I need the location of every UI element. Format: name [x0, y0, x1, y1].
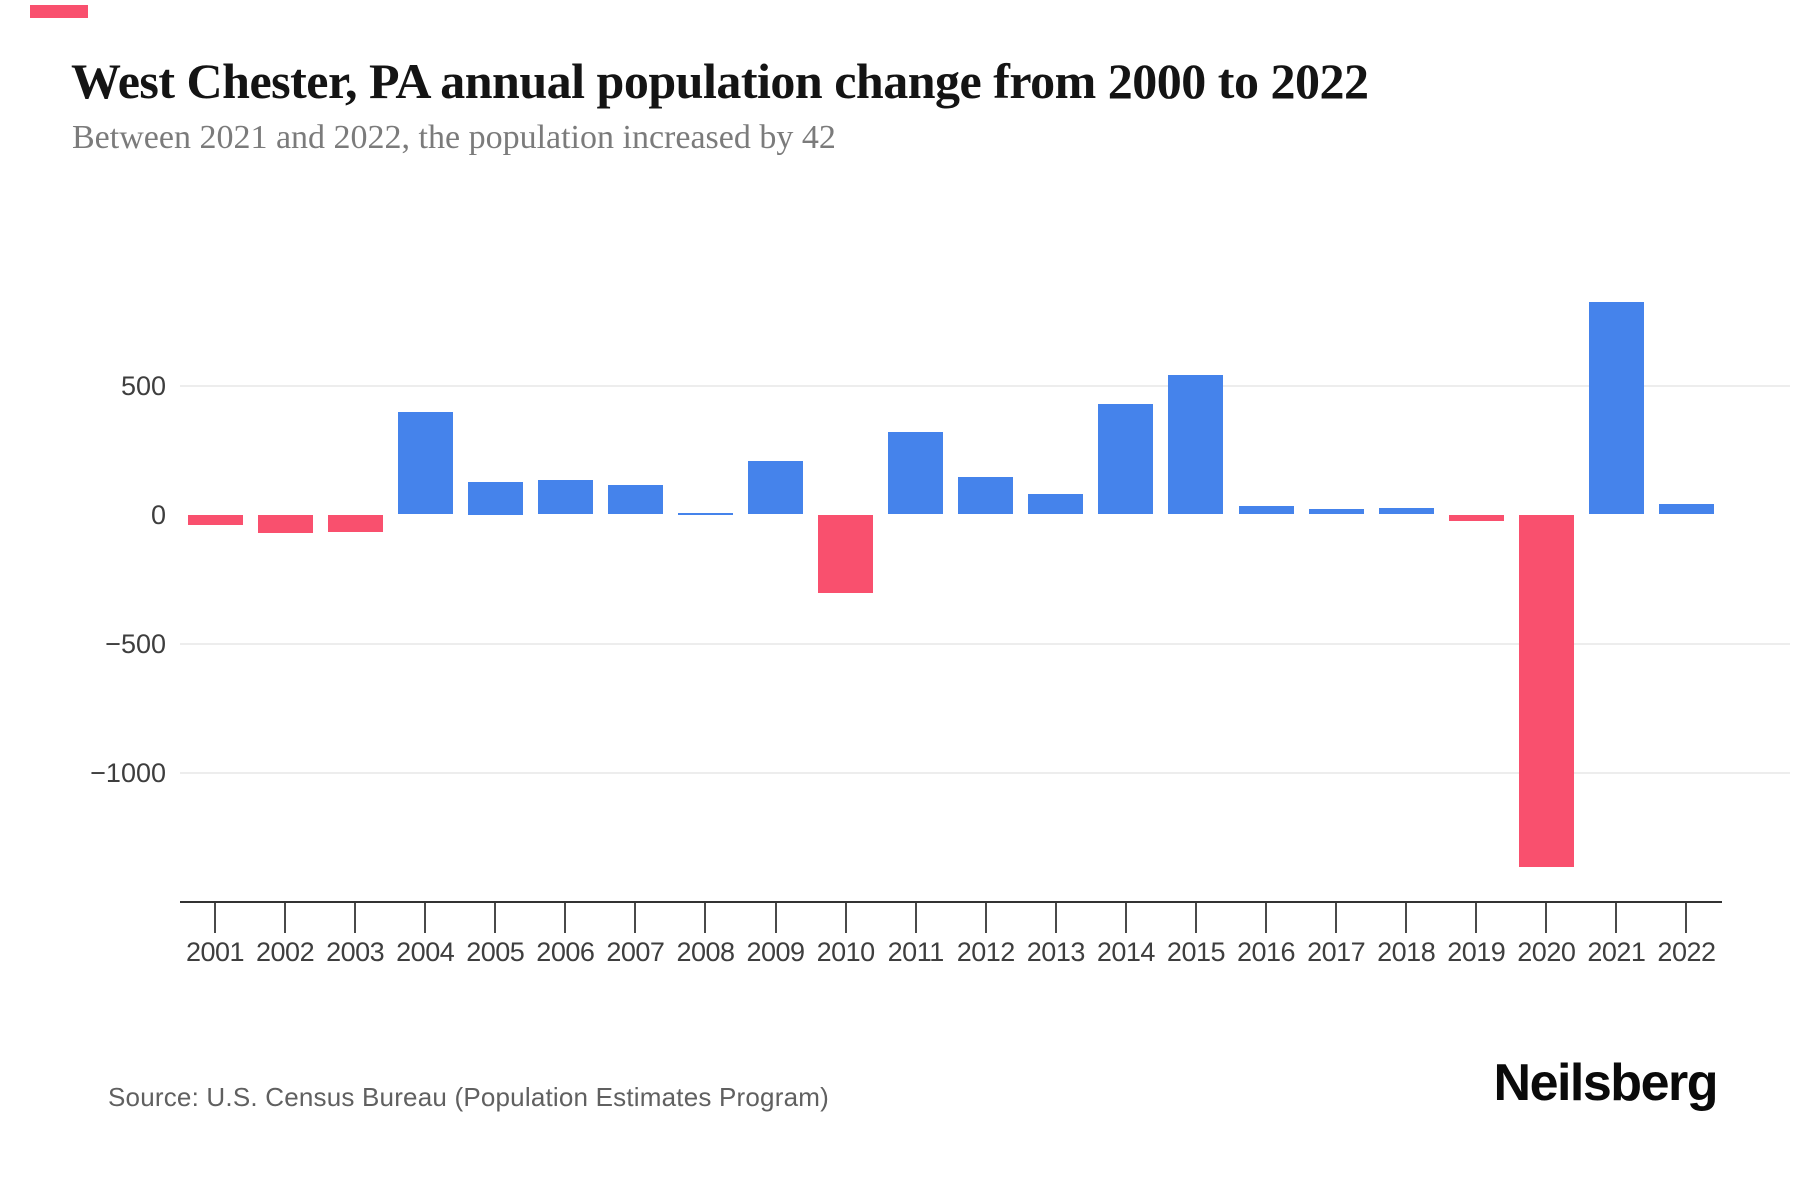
- x-axis-label-2007: 2007: [606, 937, 665, 967]
- y-axis-label: −1000: [90, 757, 166, 788]
- x-tick-2008: [704, 903, 707, 933]
- bar-2001: [187, 514, 243, 525]
- x-tick-2020: [1545, 903, 1548, 933]
- x-tick-2011: [914, 903, 917, 933]
- bar-2017: [1308, 509, 1364, 515]
- gridline-500: [180, 384, 1790, 387]
- x-tick-2003: [354, 903, 357, 933]
- x-tick-2005: [494, 903, 497, 933]
- y-axis-label: 500: [120, 370, 166, 401]
- x-axis-label-2020: 2020: [1517, 937, 1576, 967]
- bar-2007: [607, 485, 663, 515]
- x-tick-2012: [984, 903, 987, 933]
- x-axis-label-2019: 2019: [1447, 937, 1506, 967]
- gridline-−1000: [180, 771, 1790, 774]
- x-axis-label-2008: 2008: [676, 937, 735, 967]
- page-subtitle: Between 2021 and 2022, the population in…: [72, 119, 836, 156]
- x-tick-2010: [844, 903, 847, 933]
- bar-2003: [327, 514, 383, 532]
- x-axis-line: [180, 901, 1722, 903]
- x-axis-label-2014: 2014: [1096, 937, 1156, 967]
- x-axis-label-2017: 2017: [1307, 937, 1366, 967]
- bar-2015: [1168, 374, 1224, 515]
- x-tick-2022: [1685, 903, 1688, 933]
- bar-2010: [818, 514, 874, 593]
- x-axis-label-2001: 2001: [185, 937, 245, 967]
- bar-2011: [888, 431, 944, 515]
- bar-2013: [1028, 494, 1084, 515]
- page-title: West Chester, PA annual population chang…: [71, 53, 1369, 109]
- x-axis-label-2005: 2005: [466, 937, 525, 967]
- bar-2009: [748, 460, 804, 515]
- x-tick-2006: [564, 903, 567, 933]
- bar-2012: [958, 476, 1014, 515]
- x-axis-label-2015: 2015: [1166, 937, 1226, 967]
- x-tick-2016: [1265, 903, 1268, 933]
- bar-2019: [1448, 514, 1504, 522]
- x-tick-2001: [214, 903, 216, 933]
- bar-2005: [467, 482, 523, 515]
- bar-2004: [397, 412, 453, 515]
- bar-2008: [677, 512, 733, 515]
- x-tick-2013: [1054, 903, 1057, 933]
- bar-2002: [257, 514, 313, 534]
- x-axis-label-2011: 2011: [887, 937, 945, 967]
- bar-2021: [1588, 301, 1644, 515]
- bar-2020: [1518, 514, 1574, 867]
- x-axis-label-2009: 2009: [746, 937, 806, 967]
- brand-logo: Neilsberg: [1493, 1054, 1719, 1112]
- corner-accent-mark: [30, 5, 88, 18]
- x-axis-label-2016: 2016: [1237, 937, 1296, 967]
- x-tick-2002: [284, 903, 287, 933]
- x-axis-label-2006: 2006: [536, 937, 595, 967]
- x-axis-label-2022: 2022: [1657, 937, 1716, 967]
- x-axis-label-2013: 2013: [1026, 937, 1086, 967]
- x-tick-2018: [1405, 903, 1408, 933]
- gridline-−500: [180, 642, 1790, 645]
- bar-2016: [1238, 505, 1294, 515]
- x-tick-2007: [634, 903, 637, 933]
- x-axis-label-2010: 2010: [816, 937, 876, 967]
- bar-2022: [1658, 503, 1714, 515]
- x-tick-2019: [1475, 903, 1478, 933]
- x-axis-label-2003: 2003: [326, 937, 385, 967]
- y-axis-label: −500: [105, 628, 166, 659]
- x-axis-label-2018: 2018: [1377, 937, 1436, 967]
- x-axis-label-2002: 2002: [256, 937, 315, 967]
- x-tick-2004: [424, 903, 427, 933]
- x-tick-2009: [774, 903, 777, 933]
- bar-2014: [1098, 404, 1154, 515]
- x-tick-2014: [1124, 903, 1127, 933]
- y-axis-label: 0: [150, 499, 166, 530]
- x-tick-2021: [1615, 903, 1618, 933]
- x-tick-2015: [1194, 903, 1197, 933]
- bar-2018: [1378, 508, 1434, 515]
- bar-2006: [537, 480, 593, 515]
- x-axis-label-2021: 2021: [1587, 937, 1646, 967]
- source-attribution: Source: U.S. Census Bureau (Population E…: [108, 1082, 829, 1112]
- x-tick-2017: [1335, 903, 1338, 933]
- x-axis-label-2012: 2012: [956, 937, 1016, 967]
- x-axis-label-2004: 2004: [396, 937, 455, 967]
